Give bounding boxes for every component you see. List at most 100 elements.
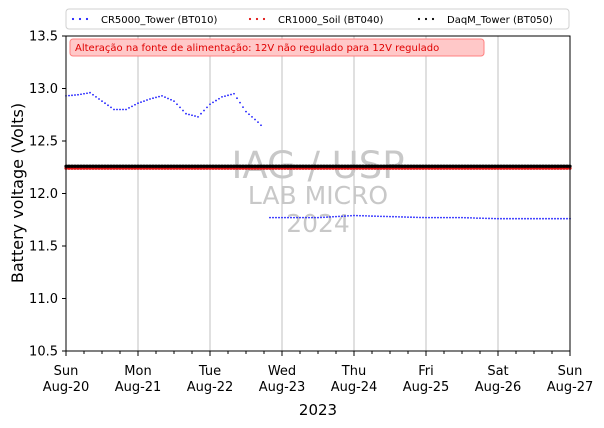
x-tick-date: Aug-20 bbox=[43, 380, 90, 395]
data-point bbox=[326, 216, 328, 219]
data-point bbox=[431, 216, 433, 219]
data-point bbox=[353, 214, 355, 217]
data-point bbox=[329, 216, 331, 218]
y-tick-label: 13.0 bbox=[29, 82, 58, 97]
data-point bbox=[260, 124, 262, 127]
x-tick-date: Aug-24 bbox=[331, 380, 378, 395]
annotation: Alteração na fonte de alimentação: 12V n… bbox=[69, 38, 485, 57]
data-point bbox=[158, 95, 160, 98]
data-point bbox=[272, 216, 274, 219]
data-point bbox=[152, 97, 154, 100]
data-point bbox=[248, 113, 250, 116]
data-marks bbox=[64, 91, 572, 220]
data-point bbox=[146, 99, 148, 101]
data-point bbox=[224, 95, 226, 98]
data-point bbox=[515, 217, 517, 220]
data-point bbox=[458, 216, 460, 219]
data-point bbox=[371, 215, 373, 217]
data-point bbox=[482, 217, 484, 220]
x-tick-day: Sun bbox=[54, 364, 79, 379]
data-point bbox=[434, 216, 436, 219]
data-point bbox=[77, 93, 79, 96]
gridlines bbox=[137, 36, 499, 351]
legend-marker bbox=[255, 17, 259, 21]
legend-frame bbox=[65, 8, 570, 30]
data-point bbox=[407, 216, 409, 219]
data-point bbox=[563, 217, 565, 220]
data-point bbox=[203, 109, 205, 112]
data-point bbox=[287, 216, 289, 219]
data-point bbox=[125, 108, 127, 111]
data-point bbox=[245, 110, 247, 113]
data-point bbox=[542, 217, 544, 220]
legend-label: DaqM_Tower (BT050) bbox=[447, 15, 553, 26]
data-point bbox=[185, 112, 187, 115]
data-point bbox=[536, 217, 538, 220]
watermark: IAG / USP LAB MICRO 2024 bbox=[231, 144, 404, 238]
data-point bbox=[566, 217, 568, 220]
legend-marker bbox=[85, 17, 89, 21]
data-point bbox=[383, 215, 385, 218]
data-point bbox=[218, 97, 220, 100]
x-tick-day: Sun bbox=[558, 364, 583, 379]
data-point bbox=[170, 98, 172, 101]
series-0 bbox=[65, 91, 571, 220]
legend-marker bbox=[424, 17, 428, 21]
x-tick-day: Mon bbox=[124, 364, 151, 379]
y-axis-label: Battery voltage (Volts) bbox=[8, 103, 27, 283]
data-point bbox=[182, 109, 184, 112]
data-point bbox=[380, 215, 382, 218]
data-point bbox=[449, 216, 451, 219]
data-point bbox=[110, 106, 112, 109]
legend-marker bbox=[431, 17, 435, 21]
data-point bbox=[83, 92, 85, 95]
y-tick-label: 12.0 bbox=[29, 187, 58, 202]
data-point bbox=[143, 100, 145, 102]
data-point bbox=[140, 101, 142, 104]
data-point bbox=[221, 96, 223, 98]
data-point bbox=[527, 217, 529, 220]
plot-area bbox=[66, 36, 570, 351]
data-point bbox=[269, 216, 271, 219]
data-point bbox=[500, 217, 502, 220]
data-point bbox=[107, 104, 109, 107]
data-point bbox=[290, 216, 292, 219]
x-tick-day: Fri bbox=[418, 364, 434, 379]
data-point bbox=[314, 216, 316, 219]
data-point bbox=[356, 214, 358, 217]
data-point bbox=[410, 216, 412, 219]
data-point bbox=[338, 215, 340, 218]
data-point bbox=[419, 216, 421, 219]
data-point bbox=[257, 121, 259, 123]
data-point bbox=[92, 93, 94, 96]
x-tick-day: Tue bbox=[198, 364, 221, 379]
data-point bbox=[98, 98, 100, 100]
data-point bbox=[305, 216, 307, 219]
data-point bbox=[476, 217, 478, 219]
data-point bbox=[242, 106, 244, 109]
y-tick-label: 10.5 bbox=[29, 345, 58, 360]
data-point bbox=[491, 217, 493, 220]
data-point bbox=[227, 94, 229, 97]
data-point bbox=[74, 94, 76, 96]
data-point bbox=[551, 217, 553, 220]
data-point bbox=[374, 215, 376, 218]
data-point bbox=[554, 217, 556, 220]
data-point bbox=[131, 105, 133, 108]
data-point bbox=[254, 118, 256, 121]
data-point bbox=[398, 215, 400, 218]
x-axis: SunAug-20MonAug-21TueAug-22WedAug-23ThuA… bbox=[43, 351, 593, 395]
data-point bbox=[320, 216, 322, 219]
legend-label: CR5000_Tower (BT010) bbox=[101, 15, 217, 26]
data-point bbox=[167, 97, 169, 100]
data-point bbox=[335, 215, 337, 218]
x-tick-date: Aug-21 bbox=[115, 380, 162, 395]
data-point bbox=[299, 216, 301, 219]
data-point bbox=[362, 214, 364, 217]
data-point bbox=[377, 215, 379, 218]
data-point bbox=[545, 217, 547, 220]
data-point bbox=[239, 101, 241, 104]
data-point bbox=[428, 216, 430, 219]
data-point bbox=[350, 214, 352, 217]
data-point bbox=[197, 115, 199, 118]
